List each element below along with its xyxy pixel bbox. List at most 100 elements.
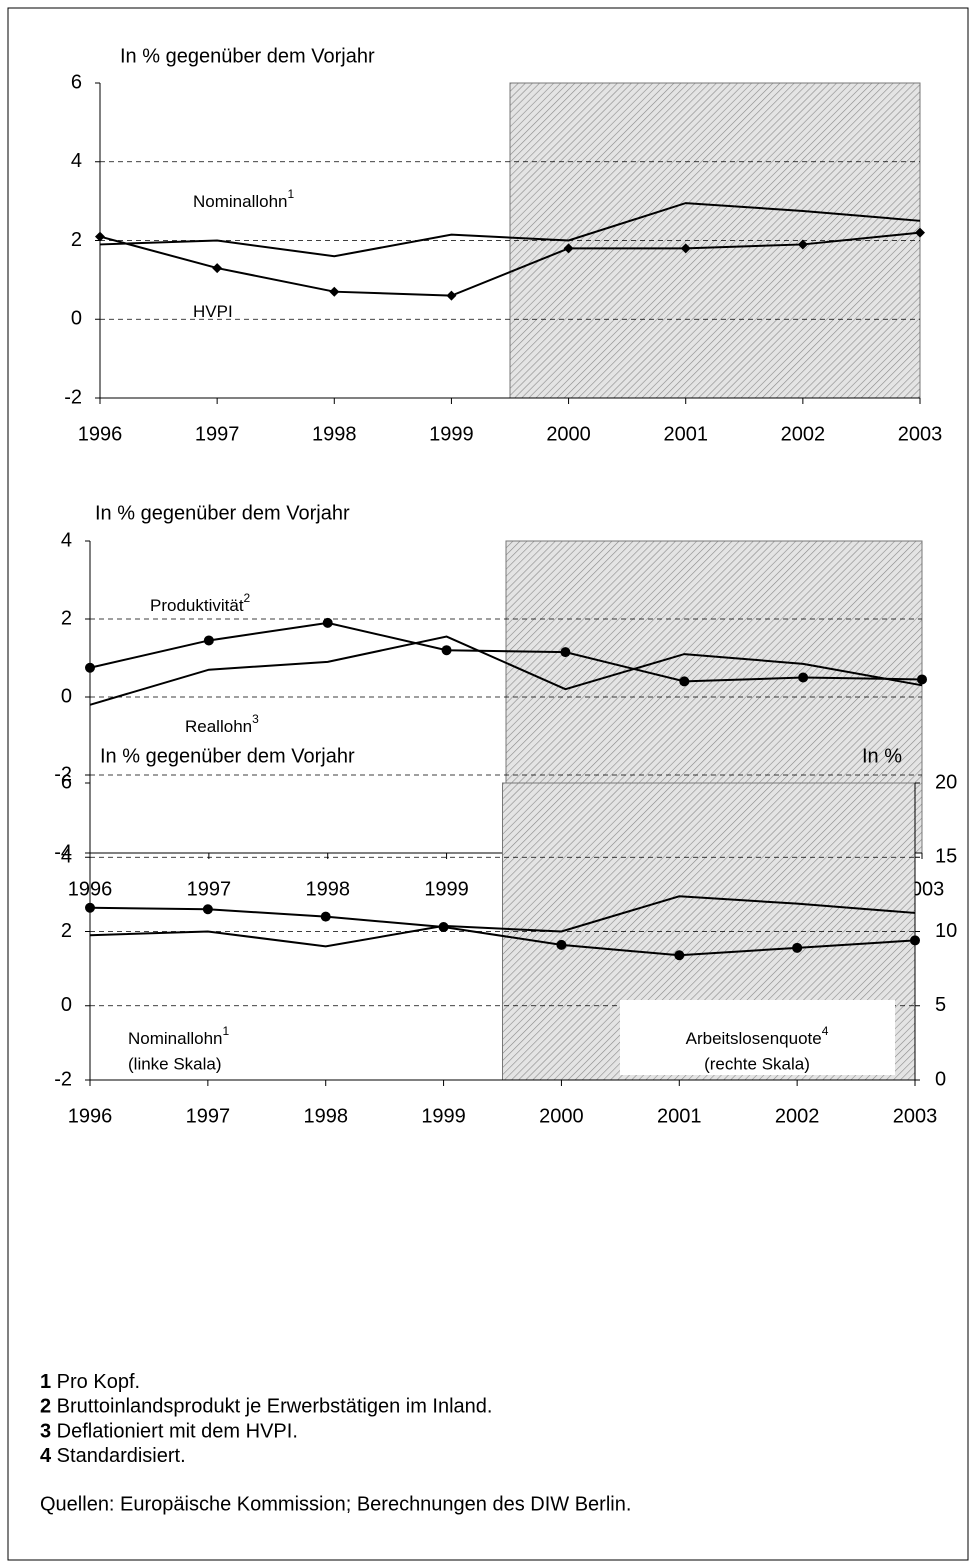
footnote-number: 2 (40, 1396, 51, 1418)
x-tick-label: 2003 (898, 423, 943, 445)
y-axis-label: In % gegenüber dem Vorjahr (100, 745, 355, 767)
series-label: Nominallohn1 (128, 1024, 230, 1048)
frame (7, 7, 969, 1561)
series-line (89, 895, 916, 948)
x-tick-label: 2001 (657, 1105, 702, 1127)
point (438, 922, 449, 933)
point (792, 942, 803, 953)
point (212, 263, 223, 274)
y-tick-label: 2 (61, 920, 72, 942)
point (680, 243, 691, 254)
footnote-text: Deflationiert mit dem HVPI. (51, 1421, 298, 1443)
x-tick-label: 1999 (421, 1105, 466, 1127)
point (560, 647, 571, 658)
footnote-number: 4 (40, 1445, 52, 1467)
point (446, 290, 457, 301)
x-tick-label: 1999 (429, 423, 474, 445)
y-tick-label: -2 (64, 386, 82, 408)
point (85, 662, 95, 673)
footnote: 3 Deflationiert mit dem HVPI. (40, 1421, 298, 1443)
x-tick-label: 1996 (68, 1105, 113, 1127)
series-name: Produktivität (150, 596, 244, 615)
x-tick-label: 2003 (893, 1105, 938, 1127)
x-tick-label: 1997 (195, 423, 240, 445)
series-name: HVPI (193, 302, 233, 321)
y-axis-label: In % gegenüber dem Vorjahr (120, 45, 375, 67)
series-note: (rechte Skala) (704, 1054, 810, 1073)
point (203, 635, 214, 646)
y2-tick-label: 0 (935, 1068, 946, 1090)
footnote-number: 1 (40, 1371, 51, 1393)
y2-tick-label: 10 (935, 920, 957, 942)
y-tick-label: 6 (61, 771, 72, 793)
y-tick-label: 0 (61, 685, 72, 707)
footnote: 1 Pro Kopf. (40, 1371, 140, 1393)
source: Quellen: Europäische Kommission; Berechn… (40, 1493, 631, 1515)
y-tick-label: 4 (61, 529, 72, 551)
x-tick-label: 2002 (781, 423, 826, 445)
point (320, 911, 331, 922)
footnote-text: Bruttoinlandsprodukt je Erwerbstätigen i… (51, 1396, 492, 1418)
series-name: Reallohn (185, 717, 252, 736)
x-tick-label: 2000 (546, 423, 591, 445)
x-tick-label: 1999 (424, 878, 469, 900)
y2-tick-label: 15 (935, 846, 957, 868)
point (797, 239, 808, 250)
series-label: Arbeitslosenquote4 (686, 1024, 829, 1048)
point (674, 950, 685, 961)
y-tick-label: 2 (61, 607, 72, 629)
footnote: 4 Standardisiert. (40, 1445, 186, 1467)
y-axis-label: In % gegenüber dem Vorjahr (95, 502, 350, 524)
series-line (99, 202, 921, 258)
point (329, 286, 340, 297)
series-line (89, 906, 916, 957)
y-tick-label: 2 (71, 229, 82, 251)
y-tick-label: 6 (71, 71, 82, 93)
point (95, 231, 105, 242)
point (679, 676, 690, 687)
series-footnote-mark: 3 (252, 712, 259, 726)
y-tick-label: 4 (71, 150, 82, 172)
series-line (89, 635, 923, 706)
series-label: Nominallohn1 (193, 187, 295, 211)
y-tick-label: 0 (61, 994, 72, 1016)
y2-tick-label: 20 (935, 771, 957, 793)
y2-axis-label: In % (862, 745, 902, 767)
series-line (89, 621, 923, 683)
y-tick-label: -4 (54, 841, 72, 863)
x-tick-label: 1998 (312, 423, 357, 445)
point (322, 617, 333, 628)
footnote-text: Standardisiert. (51, 1445, 186, 1467)
label-box (620, 1000, 895, 1075)
y-tick-label: 4 (61, 846, 72, 868)
series-footnote-mark: 4 (822, 1024, 829, 1038)
series-label: Produktivität2 (150, 591, 251, 615)
point (798, 672, 809, 683)
point (563, 243, 574, 254)
footnote: 2 Bruttoinlandsprodukt je Erwerbstätigen… (40, 1396, 492, 1418)
series-line (99, 231, 921, 297)
x-tick-label: 2002 (775, 1105, 820, 1127)
x-tick-label: 1998 (305, 878, 350, 900)
point (917, 674, 927, 685)
series-name: Arbeitslosenquote (686, 1029, 822, 1048)
series-name: Nominallohn (128, 1029, 223, 1048)
y2-tick-label: 5 (935, 994, 946, 1016)
series-label: HVPI (193, 302, 233, 321)
series-note: (linke Skala) (128, 1054, 222, 1073)
series-label: Reallohn3 (185, 712, 259, 736)
point (910, 935, 920, 946)
series-footnote-mark: 2 (244, 591, 251, 605)
point (441, 645, 452, 656)
footnote-number: 3 (40, 1421, 51, 1443)
x-tick-label: 1997 (186, 1105, 231, 1127)
y-tick-label: 0 (71, 308, 82, 330)
series-footnote-mark: 1 (223, 1024, 230, 1038)
x-tick-label: 1996 (78, 423, 123, 445)
point (202, 904, 213, 915)
footnote-text: Pro Kopf. (51, 1371, 140, 1393)
x-tick-label: 2001 (663, 423, 708, 445)
point (556, 939, 567, 950)
series-footnote-mark: 1 (288, 187, 295, 201)
